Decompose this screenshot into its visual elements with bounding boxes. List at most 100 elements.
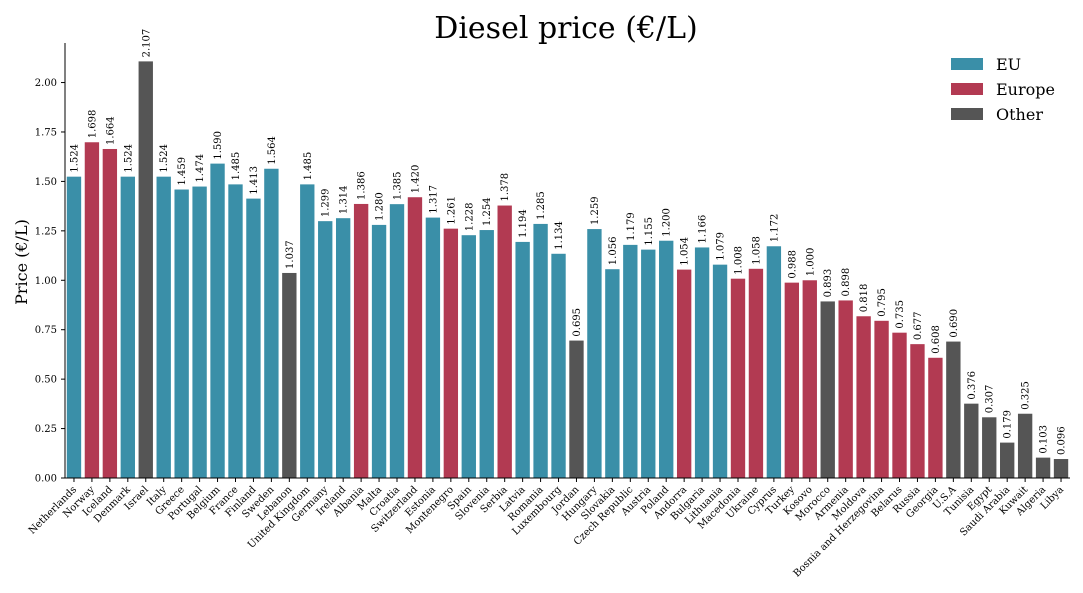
bar-value-label: 1.698 bbox=[87, 110, 98, 139]
bar-value-label: 1.166 bbox=[698, 215, 709, 244]
bar-value-label: 0.988 bbox=[787, 250, 798, 279]
bar bbox=[264, 168, 279, 478]
bar-value-label: 1.037 bbox=[285, 240, 296, 269]
bar bbox=[371, 224, 387, 478]
bar-value-label: 0.307 bbox=[985, 385, 996, 414]
bar bbox=[784, 282, 800, 478]
bar bbox=[910, 344, 925, 478]
bar-value-label: 1.172 bbox=[769, 214, 780, 243]
bar bbox=[712, 264, 728, 478]
bar bbox=[802, 280, 817, 478]
bars-group: 1.524 1.698 1.664 1.524 2.107 1.524 1.459 1.474… bbox=[66, 29, 1069, 479]
bar bbox=[138, 61, 153, 478]
y-tick-label: 0.25 bbox=[35, 424, 57, 435]
bar bbox=[282, 272, 297, 478]
bar-value-label: 1.280 bbox=[375, 192, 386, 221]
bar-value-label: 0.325 bbox=[1021, 381, 1032, 410]
bar-value-label: 0.677 bbox=[913, 311, 924, 340]
bar-value-label: 1.058 bbox=[751, 236, 762, 265]
bar-value-label: 0.735 bbox=[895, 300, 906, 329]
bar bbox=[497, 205, 512, 479]
bar-value-label: 1.524 bbox=[69, 144, 80, 173]
bar bbox=[838, 300, 853, 478]
bar bbox=[300, 184, 315, 478]
bar bbox=[407, 197, 423, 478]
bar-value-label: 1.000 bbox=[805, 248, 816, 277]
y-tick-label: 1.25 bbox=[35, 226, 57, 237]
bar bbox=[1000, 442, 1015, 478]
y-tick-label: 1.00 bbox=[35, 276, 57, 287]
bar-value-label: 0.608 bbox=[931, 325, 942, 354]
bar-value-label: 1.056 bbox=[608, 237, 619, 266]
bar-value-label: 0.376 bbox=[967, 371, 978, 400]
bar-value-label: 1.485 bbox=[231, 152, 242, 181]
bar bbox=[928, 357, 943, 478]
bar bbox=[623, 244, 638, 478]
legend-swatch bbox=[951, 58, 983, 70]
bar bbox=[1053, 459, 1069, 478]
y-axis: 0.00 0.25 0.50 0.75 1.00 1.25 1.50 1.75 2.00 bbox=[35, 43, 66, 485]
bar-value-label: 1.054 bbox=[680, 237, 691, 266]
bar bbox=[156, 176, 171, 478]
bar-value-label: 1.474 bbox=[195, 154, 206, 183]
bar bbox=[84, 142, 100, 478]
legend-swatch bbox=[951, 83, 983, 95]
bar-value-label: 1.524 bbox=[159, 144, 170, 173]
bar bbox=[443, 228, 459, 478]
bar-value-label: 0.893 bbox=[823, 269, 834, 298]
bar bbox=[66, 176, 82, 478]
bar bbox=[335, 218, 351, 478]
bar-value-label: 1.459 bbox=[177, 157, 188, 186]
bar-value-label: 1.299 bbox=[321, 189, 332, 218]
bar bbox=[228, 184, 243, 478]
bar-value-label: 1.413 bbox=[249, 166, 260, 195]
bar bbox=[964, 403, 979, 478]
bar bbox=[641, 249, 656, 478]
bar-value-label: 1.261 bbox=[446, 196, 457, 225]
y-tick-label: 0.00 bbox=[35, 474, 57, 485]
y-tick-label: 0.50 bbox=[35, 375, 57, 386]
bar bbox=[515, 241, 530, 478]
bar bbox=[479, 230, 494, 478]
bar-value-label: 1.317 bbox=[428, 185, 439, 214]
bar-value-label: 1.420 bbox=[410, 165, 421, 194]
bar bbox=[659, 240, 674, 478]
bar bbox=[892, 332, 907, 478]
legend-label: Europe bbox=[996, 80, 1055, 99]
bar-value-label: 0.795 bbox=[877, 288, 888, 317]
bar-value-label: 0.690 bbox=[949, 309, 960, 338]
bar-value-label: 0.096 bbox=[1057, 426, 1068, 455]
bar bbox=[102, 148, 118, 478]
bar bbox=[982, 417, 997, 478]
bar bbox=[569, 340, 584, 478]
chart-title: Diesel price (€/L) bbox=[434, 11, 697, 46]
bar-value-label: 1.008 bbox=[733, 246, 744, 275]
x-axis: NetherlandsNorwayIcelandDenmarkIsraelIta… bbox=[27, 477, 1070, 579]
bar-value-label: 1.664 bbox=[105, 116, 116, 145]
bar-value-label: 1.314 bbox=[339, 186, 350, 215]
bar bbox=[694, 247, 710, 478]
bar bbox=[748, 268, 764, 478]
bar bbox=[605, 269, 620, 478]
bar-value-label: 1.485 bbox=[303, 152, 314, 181]
bar bbox=[120, 176, 135, 478]
bar-value-label: 1.386 bbox=[357, 171, 368, 200]
legend-swatch bbox=[951, 108, 983, 120]
bar-value-label: 1.228 bbox=[464, 203, 475, 232]
bar bbox=[210, 163, 225, 478]
bar bbox=[820, 301, 835, 478]
y-tick-label: 0.75 bbox=[35, 325, 57, 336]
bar-value-label: 1.155 bbox=[644, 217, 655, 246]
bar bbox=[389, 204, 405, 479]
bar bbox=[856, 316, 871, 478]
bar bbox=[1017, 413, 1033, 478]
bar-value-label: 0.103 bbox=[1039, 425, 1050, 454]
bar bbox=[730, 278, 746, 478]
bar-value-label: 1.590 bbox=[213, 131, 224, 160]
bar-value-label: 1.378 bbox=[500, 173, 511, 202]
bar-value-label: 0.898 bbox=[841, 268, 852, 297]
bar bbox=[318, 221, 333, 478]
bar-value-label: 1.564 bbox=[267, 136, 278, 165]
bar bbox=[192, 186, 207, 479]
